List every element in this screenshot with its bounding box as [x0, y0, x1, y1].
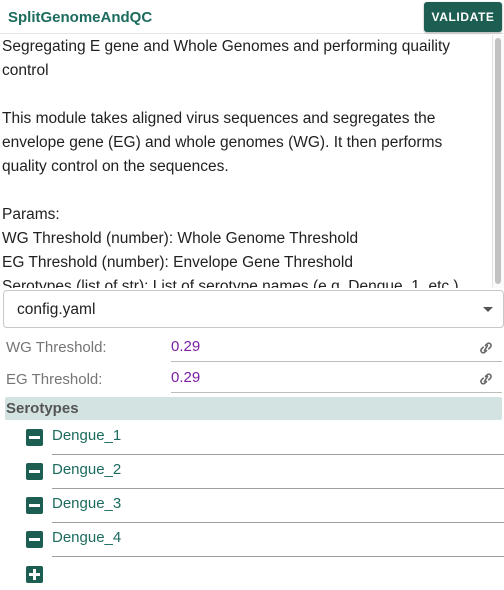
dropdown-arrow-icon[interactable] — [483, 307, 493, 312]
description-line: Params: — [2, 206, 60, 223]
list-item: Dengue_2 — [26, 459, 504, 489]
serotype-value: Dengue_4 — [52, 529, 122, 546]
wg-threshold-label: WG Threshold: — [6, 339, 107, 356]
description-line: This module takes aligned virus sequence… — [2, 110, 436, 127]
list-item: Dengue_3 — [26, 493, 504, 523]
minus-icon[interactable] — [26, 429, 43, 446]
module-description[interactable]: Segregating E gene and Whole Genomes and… — [0, 35, 504, 288]
serotype-value: Dengue_1 — [52, 427, 122, 444]
serotype-value: Dengue_2 — [52, 461, 122, 478]
minus-icon[interactable] — [26, 497, 43, 514]
description-line: WG Threshold (number): Whole Genome Thre… — [2, 230, 359, 247]
link-icon[interactable] — [478, 372, 494, 386]
wg-threshold-value: 0.29 — [171, 338, 201, 355]
module-title: SplitGenomeAndQC — [8, 9, 153, 26]
plus-icon[interactable] — [26, 566, 43, 583]
eg-threshold-label: EG Threshold: — [6, 371, 103, 388]
link-icon[interactable] — [478, 341, 494, 355]
validate-button[interactable]: VALIDATE — [424, 2, 502, 32]
description-line: envelope gene (EG) and whole genomes (WG… — [2, 134, 443, 151]
serotypes-title: Serotypes — [6, 400, 79, 417]
description-line: EG Threshold (number): Envelope Gene Thr… — [2, 254, 353, 271]
description-line: Serotypes (list of str): List of serotyp… — [2, 278, 459, 288]
list-item: Dengue_1 — [26, 425, 504, 455]
config-select-value: config.yaml — [17, 301, 96, 318]
minus-icon[interactable] — [26, 531, 43, 548]
serotype-input[interactable]: Dengue_3 — [52, 493, 504, 523]
description-line: Segregating E gene and Whole Genomes and… — [2, 38, 451, 55]
minus-icon[interactable] — [26, 463, 43, 480]
description-scrollbar-thumb[interactable] — [495, 38, 501, 284]
eg-threshold-value: 0.29 — [171, 369, 201, 386]
wg-threshold-input[interactable]: 0.29 — [171, 334, 502, 362]
description-line: control — [2, 62, 49, 79]
serotype-input[interactable]: Dengue_4 — [52, 527, 504, 557]
eg-threshold-input[interactable]: 0.29 — [171, 365, 502, 393]
serotype-value: Dengue_3 — [52, 495, 122, 512]
description-line: quality control on the sequences. — [2, 158, 229, 175]
config-select[interactable]: config.yaml — [3, 290, 504, 328]
list-item: Dengue_4 — [26, 527, 504, 557]
serotypes-section-header: Serotypes — [5, 397, 502, 420]
serotype-input[interactable]: Dengue_2 — [52, 459, 504, 489]
module-header: SplitGenomeAndQC VALIDATE — [0, 0, 504, 34]
serotype-input[interactable]: Dengue_1 — [52, 425, 504, 455]
